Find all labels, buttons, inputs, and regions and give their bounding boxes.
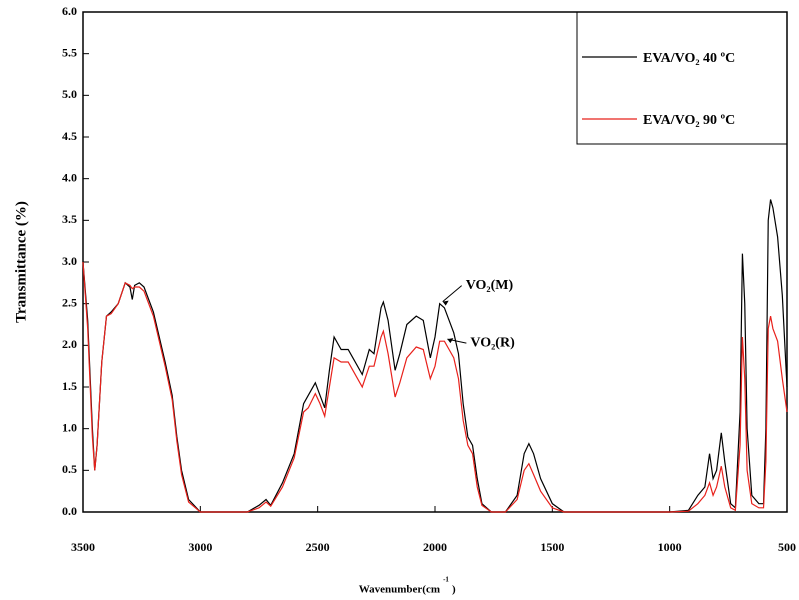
x-axis-label: Wavenumber(cm (359, 584, 440, 596)
x-tick-label: 500 (778, 540, 796, 554)
y-tick-label: 2.0 (62, 337, 77, 351)
y-tick-label: 0.0 (62, 504, 77, 518)
annotation: VO₂(R) (470, 335, 515, 350)
annotation: VO₂(M) (466, 278, 514, 293)
x-axis-label-sup: -1 (443, 576, 449, 584)
y-axis-label: Transmittance (%) (13, 201, 29, 323)
y-tick-label: 3.5 (62, 212, 77, 226)
x-tick-label: 3500 (71, 540, 95, 554)
legend-label: EVA/VO₂ 90 ºC (643, 113, 735, 128)
y-tick-label: 2.5 (62, 295, 77, 309)
annotation-arrowhead (447, 338, 454, 344)
x-axis-label-end: ) (452, 584, 456, 596)
annotation-arrowhead (442, 300, 449, 306)
y-tick-label: 1.5 (62, 379, 77, 393)
x-tick-label: 1000 (658, 540, 682, 554)
data-line (82, 261, 788, 513)
y-tick-label: 6.0 (62, 4, 77, 18)
y-tick-label: 5.0 (62, 87, 77, 101)
x-tick-label: 2000 (423, 540, 447, 554)
legend-box (576, 11, 788, 145)
plot-frame (82, 11, 788, 513)
x-tick-label: 3000 (188, 540, 212, 554)
x-tick-label: 1500 (540, 540, 564, 554)
x-tick-label: 2500 (306, 540, 330, 554)
data-line (82, 199, 788, 513)
y-tick-label: 5.5 (62, 45, 77, 59)
y-tick-label: 4.0 (62, 170, 77, 184)
annotation-arrow (442, 285, 463, 303)
y-tick-label: 1.0 (62, 420, 77, 434)
y-tick-label: 4.5 (62, 129, 77, 143)
y-tick-label: 0.5 (62, 462, 77, 476)
legend-label: EVA/VO₂ 40 ºC (643, 51, 735, 66)
y-tick-label: 3.0 (62, 254, 77, 268)
